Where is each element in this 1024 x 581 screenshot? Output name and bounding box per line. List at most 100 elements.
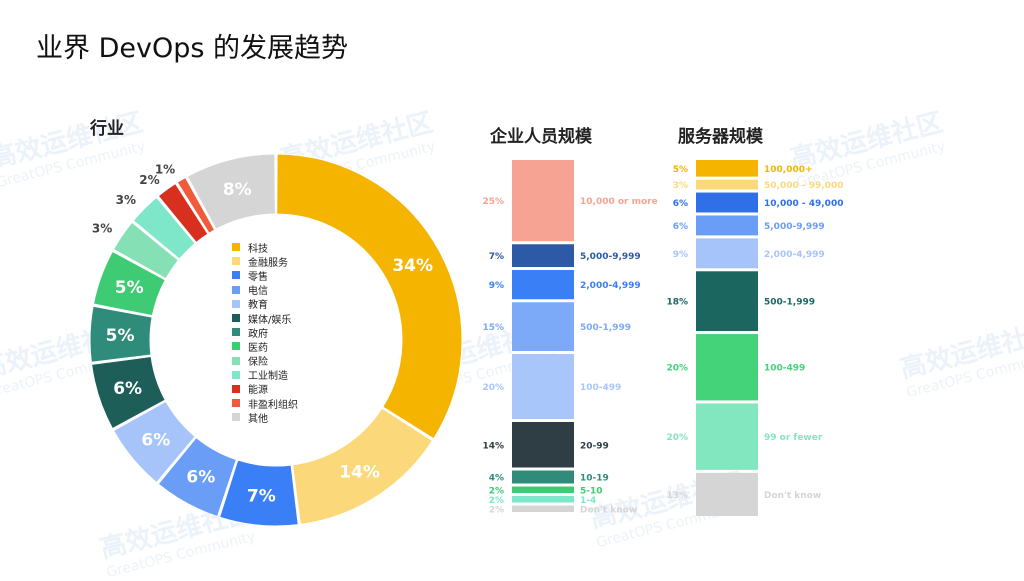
page-title: 业界 DevOps 的发展趋势 [36,33,349,64]
segment-category-label: 10,000 or more [580,197,658,207]
segment-percent-label: 3% [673,181,688,191]
legend-label: 教育 [248,300,268,312]
donut-slice [157,182,209,244]
donut-legend: 科技金融服务零售电信教育 媒体/娱乐政府医药保险工业制造能源非盈利组织其他 [232,240,298,425]
stacked-bar-segment [512,496,574,503]
segment-percent-label: 6% [673,222,688,232]
segment-percent-label: 25% [482,197,504,207]
stacked-bar-segment [696,215,758,236]
slice-label: 6% [141,430,170,450]
legend-label: 金融服务 [248,257,288,269]
legend-item: 工业制造 [232,368,298,382]
segment-percent-label: 20% [666,433,688,443]
segment-percent-label: 20% [482,383,504,393]
segment-percent-label: 13% [666,491,688,501]
legend-item: 零售 [232,268,298,283]
stacked-bar-segment [512,244,574,267]
stacked-bar-segment [696,160,758,177]
segment-percent-label: 2% [489,505,504,515]
segment-percent-label: 4% [489,474,504,484]
segment-percent-label: 5% [673,165,688,175]
donut-slice [218,459,299,527]
donut-slice [89,305,153,363]
segment-percent-label: 7% [489,252,504,262]
legend-item: 教育 [232,297,298,311]
legend-label: 医药 [248,342,268,354]
stacked-bar-segment [512,354,574,419]
legend-item: 科技 [232,240,298,255]
legend-label: 政府 [248,328,268,340]
segment-category-label: Don't know [580,505,637,515]
segment-category-label: 5,000-9,999 [580,252,641,262]
segment-percent-label: 14% [482,441,504,451]
slice-label: 5% [106,326,135,346]
legend-swatch [232,399,240,408]
segment-category-label: 99 or fewer [764,433,823,443]
stacked-bar-segment [512,486,574,493]
segment-category-label: 500-1,999 [764,298,815,308]
legend-swatch [232,356,240,365]
stacked-bar-segment [696,271,758,332]
legend-item: 医药 [232,339,298,354]
segment-category-label: 2,000-4,999 [764,250,825,260]
server-chart-title: 服务器规模 [678,127,763,147]
legend-label: 能源 [248,385,268,397]
stacked-bar-segment [512,302,574,351]
legend-swatch [232,285,240,294]
legend-label: 非盈利组织 [248,399,298,411]
segment-percent-label: 2% [489,486,504,496]
segment-percent-label: 18% [666,298,688,308]
slice-label: 7% [247,486,276,506]
segment-category-label: 10-19 [580,474,609,484]
legend-item: 电信 [232,283,298,297]
stacked-bar-segment [512,160,574,242]
segment-percent-label: 15% [482,323,504,333]
donut-title: 行业 [90,119,124,139]
legend-swatch [232,271,240,280]
segment-category-label: Don't know [764,491,821,501]
donut-slice [291,407,434,525]
slice-label: 3% [116,193,136,207]
segment-category-label: 1-4 [580,496,596,506]
slice-label: 5% [115,278,144,298]
legend-label: 保险 [248,357,268,369]
segment-percent-label: 6% [673,199,688,209]
legend-label: 零售 [248,271,268,283]
legend-item: 媒体/娱乐 [232,311,298,326]
segment-category-label: 5-10 [580,486,603,496]
donut-slice [186,153,276,230]
legend-swatch [232,299,240,308]
legend-label: 工业制造 [248,371,288,383]
segment-category-label: 100-499 [764,364,805,374]
legend-swatch [232,370,240,379]
donut-slice [276,153,463,440]
stacked-bar-segment [696,238,758,269]
segment-category-label: 2,000-4,999 [580,281,641,291]
segment-category-label: 10,000 - 49,000 [764,199,843,209]
donut-slice [112,400,196,484]
legend-label: 电信 [248,286,268,298]
staff-chart-title: 企业人员规模 [490,127,592,147]
legend-item: 能源 [232,382,298,396]
stacked-bar-segment [696,472,758,516]
segment-category-label: 500-1,999 [580,323,631,333]
segment-category-label: 20-99 [580,441,609,451]
legend-label: 科技 [248,243,268,255]
legend-item: 其他 [232,410,298,425]
stacked-bar-segment [696,192,758,213]
legend-swatch [232,328,240,337]
legend-swatch [232,384,240,393]
segment-percent-label: 9% [673,250,688,260]
segment-category-label: 100-499 [580,383,621,393]
slice-label: 8% [223,180,252,200]
legend-label: 其他 [248,413,268,425]
slice-label: 6% [186,468,215,488]
segment-category-label: 50,000 - 99,000 [764,181,843,191]
stacked-bar-segment [696,403,758,470]
slice-label: 14% [339,463,380,483]
legend-swatch [232,257,240,266]
slice-label: 3% [92,222,112,236]
legend-swatch [232,314,240,323]
slice-label: 34% [392,256,433,276]
